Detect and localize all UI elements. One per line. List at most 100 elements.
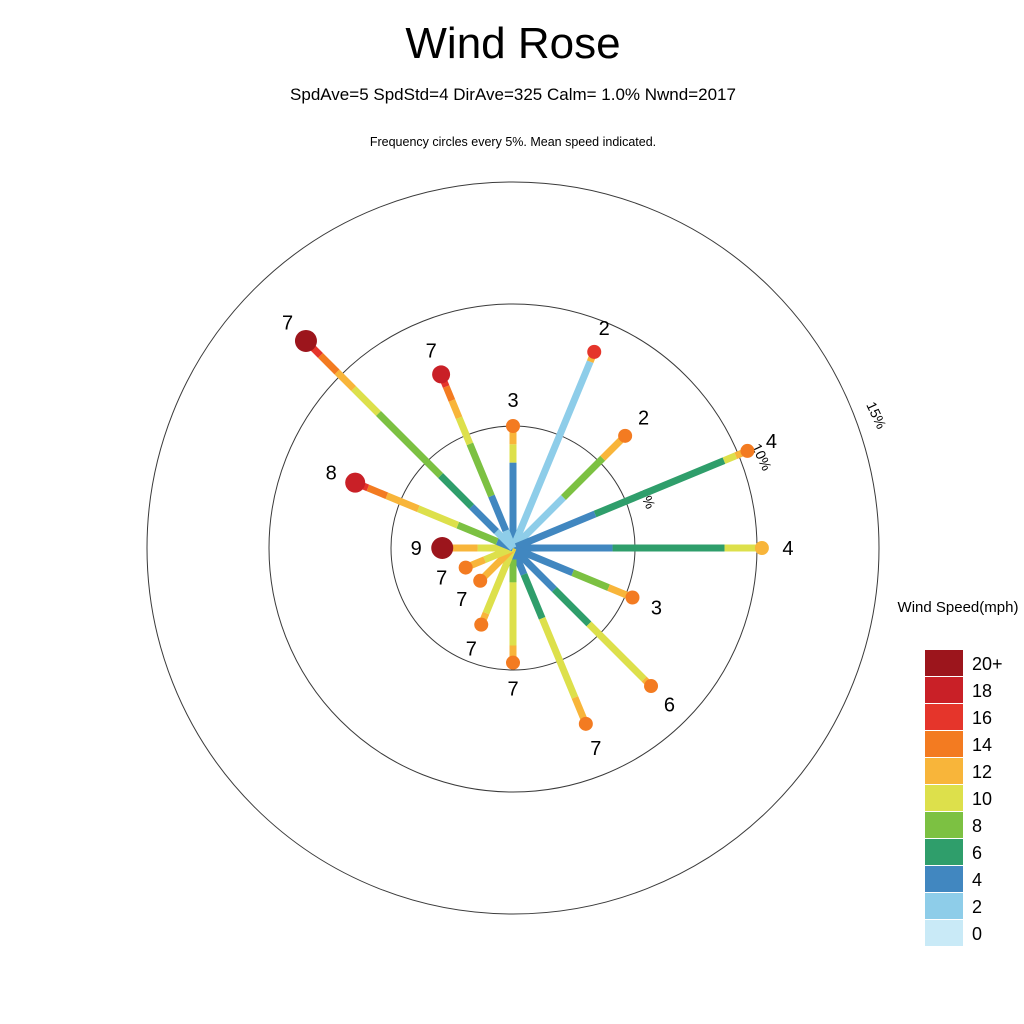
spoke-segment-12mph xyxy=(334,369,357,392)
spoke-segment-2mph xyxy=(502,529,517,550)
wind-spoke-NNW: 7 xyxy=(426,340,517,550)
ring-label: 15% xyxy=(863,399,889,431)
wind-spoke-SSW: 7 xyxy=(466,546,517,661)
wind-spoke-NW: 7 xyxy=(282,313,516,551)
spoke-segment-12mph xyxy=(385,492,420,513)
spoke-tip-dot xyxy=(458,560,473,575)
mean-speed-label: 7 xyxy=(590,738,601,760)
spoke-segment-8mph xyxy=(456,521,499,545)
legend-swatch xyxy=(925,731,963,757)
mean-speed-label: 3 xyxy=(651,597,662,619)
wind-spoke-N: 3 xyxy=(506,390,520,548)
legend-entry-12: 12 xyxy=(925,758,992,784)
spoke-segment-12mph xyxy=(448,399,463,420)
legend-swatch xyxy=(925,785,963,811)
mean-speed-label: 4 xyxy=(766,431,777,453)
spoke-segment-6mph xyxy=(438,473,475,510)
frequency-circle-15% xyxy=(146,181,880,915)
spoke-segment-8mph xyxy=(466,442,495,498)
spoke-segment-4mph xyxy=(488,494,510,532)
chart-subtitle: SpdAve=5 SpdStd=4 DirAve=325 Calm= 1.0% … xyxy=(290,85,736,104)
wind-spoke-SE: 6 xyxy=(510,545,675,716)
spoke-segment-14mph xyxy=(317,352,340,375)
legend-title: Wind Speed(mph) xyxy=(898,599,1019,616)
spoke-tip-dot xyxy=(473,573,488,588)
legend-swatch xyxy=(925,866,963,892)
legend-swatch xyxy=(925,758,963,784)
legend-swatch xyxy=(925,812,963,838)
mean-speed-label: 4 xyxy=(782,538,793,560)
legend-swatch xyxy=(925,920,963,946)
spoke-segment-2mph xyxy=(509,360,594,550)
legend-label: 2 xyxy=(972,897,982,917)
legend-entry-0: 0 xyxy=(925,920,982,946)
spoke-segment-4mph xyxy=(511,510,597,552)
spoke-segment-10mph xyxy=(482,546,517,615)
wind-speed-legend: Wind Speed(mph) 20+ 18 16 14 12 10 8 6 4 2 0 xyxy=(898,599,1019,946)
legend-entry-4: 4 xyxy=(925,866,982,892)
spoke-segment-10mph xyxy=(455,416,474,446)
spoke-tip-dot xyxy=(587,344,602,359)
legend-swatch xyxy=(925,893,963,919)
legend-entry-18: 18 xyxy=(925,677,992,703)
spoke-segment-10mph xyxy=(351,386,381,416)
legend-entry-8: 8 xyxy=(925,812,982,838)
wind-spoke-NNE: 2 xyxy=(509,318,610,550)
mean-speed-label: 7 xyxy=(507,679,518,701)
mean-speed-label: 2 xyxy=(638,407,649,429)
mean-speed-label: 7 xyxy=(282,313,293,335)
wind-spoke-ENE: 4 xyxy=(511,431,777,552)
spoke-tip-dot xyxy=(431,537,454,559)
legend-label: 12 xyxy=(972,762,992,782)
spoke-segment-4mph xyxy=(511,544,575,576)
legend-entries: 20+ 18 16 14 12 10 8 6 4 2 0 xyxy=(925,650,1003,946)
chart-title: Wind Rose xyxy=(405,19,620,68)
legend-label: 8 xyxy=(972,816,982,836)
mean-speed-label: 8 xyxy=(326,463,337,485)
legend-label: 20+ xyxy=(972,654,1003,674)
mean-speed-label: 3 xyxy=(507,390,518,412)
spoke-segment-10mph xyxy=(416,505,460,529)
spoke-tip-dot xyxy=(294,329,317,352)
legend-entry-16: 16 xyxy=(925,704,992,730)
legend-swatch xyxy=(925,704,963,730)
spoke-tip-dot xyxy=(506,419,520,433)
mean-speed-label: 7 xyxy=(456,589,467,611)
wind-spoke-S: 7 xyxy=(506,548,520,701)
spoke-segment-14mph xyxy=(366,484,389,499)
wind-spoke-SSE: 7 xyxy=(509,546,601,760)
spoke-segment-4mph xyxy=(469,504,499,534)
spoke-tip-dot xyxy=(345,472,366,493)
legend-entry-6: 6 xyxy=(925,839,982,865)
legend-swatch xyxy=(925,677,963,703)
mean-speed-label: 2 xyxy=(599,318,610,340)
spoke-segment-8mph xyxy=(560,455,606,501)
spoke-segment-2mph xyxy=(510,495,566,551)
spoke-tip-dot xyxy=(618,428,633,443)
legend-entry-20+: 20+ xyxy=(925,650,1003,676)
legend-label: 16 xyxy=(972,708,992,728)
spoke-tip-dot xyxy=(578,716,593,731)
legend-label: 0 xyxy=(972,924,982,944)
spoke-tip-dot xyxy=(625,590,640,605)
wind-spoke-E: 4 xyxy=(513,538,793,560)
legend-label: 18 xyxy=(972,681,992,701)
spoke-segment-10mph xyxy=(586,621,647,682)
legend-label: 14 xyxy=(972,735,992,755)
mean-speed-label: 6 xyxy=(664,694,675,716)
spoke-tip-dot xyxy=(740,443,755,458)
legend-entry-10: 10 xyxy=(925,785,992,811)
legend-label: 10 xyxy=(972,789,992,809)
spoke-tip-dot xyxy=(474,617,489,632)
spoke-segment-10mph xyxy=(538,616,579,699)
chart-note: Frequency circles every 5%. Mean speed i… xyxy=(370,135,656,149)
spoke-segment-8mph xyxy=(571,569,610,591)
mean-speed-label: 7 xyxy=(436,568,447,590)
spoke-segment-6mph xyxy=(520,573,546,620)
legend-swatch xyxy=(925,839,963,865)
spoke-tip-dot xyxy=(432,365,451,384)
spoke-segment-14mph xyxy=(442,385,456,402)
